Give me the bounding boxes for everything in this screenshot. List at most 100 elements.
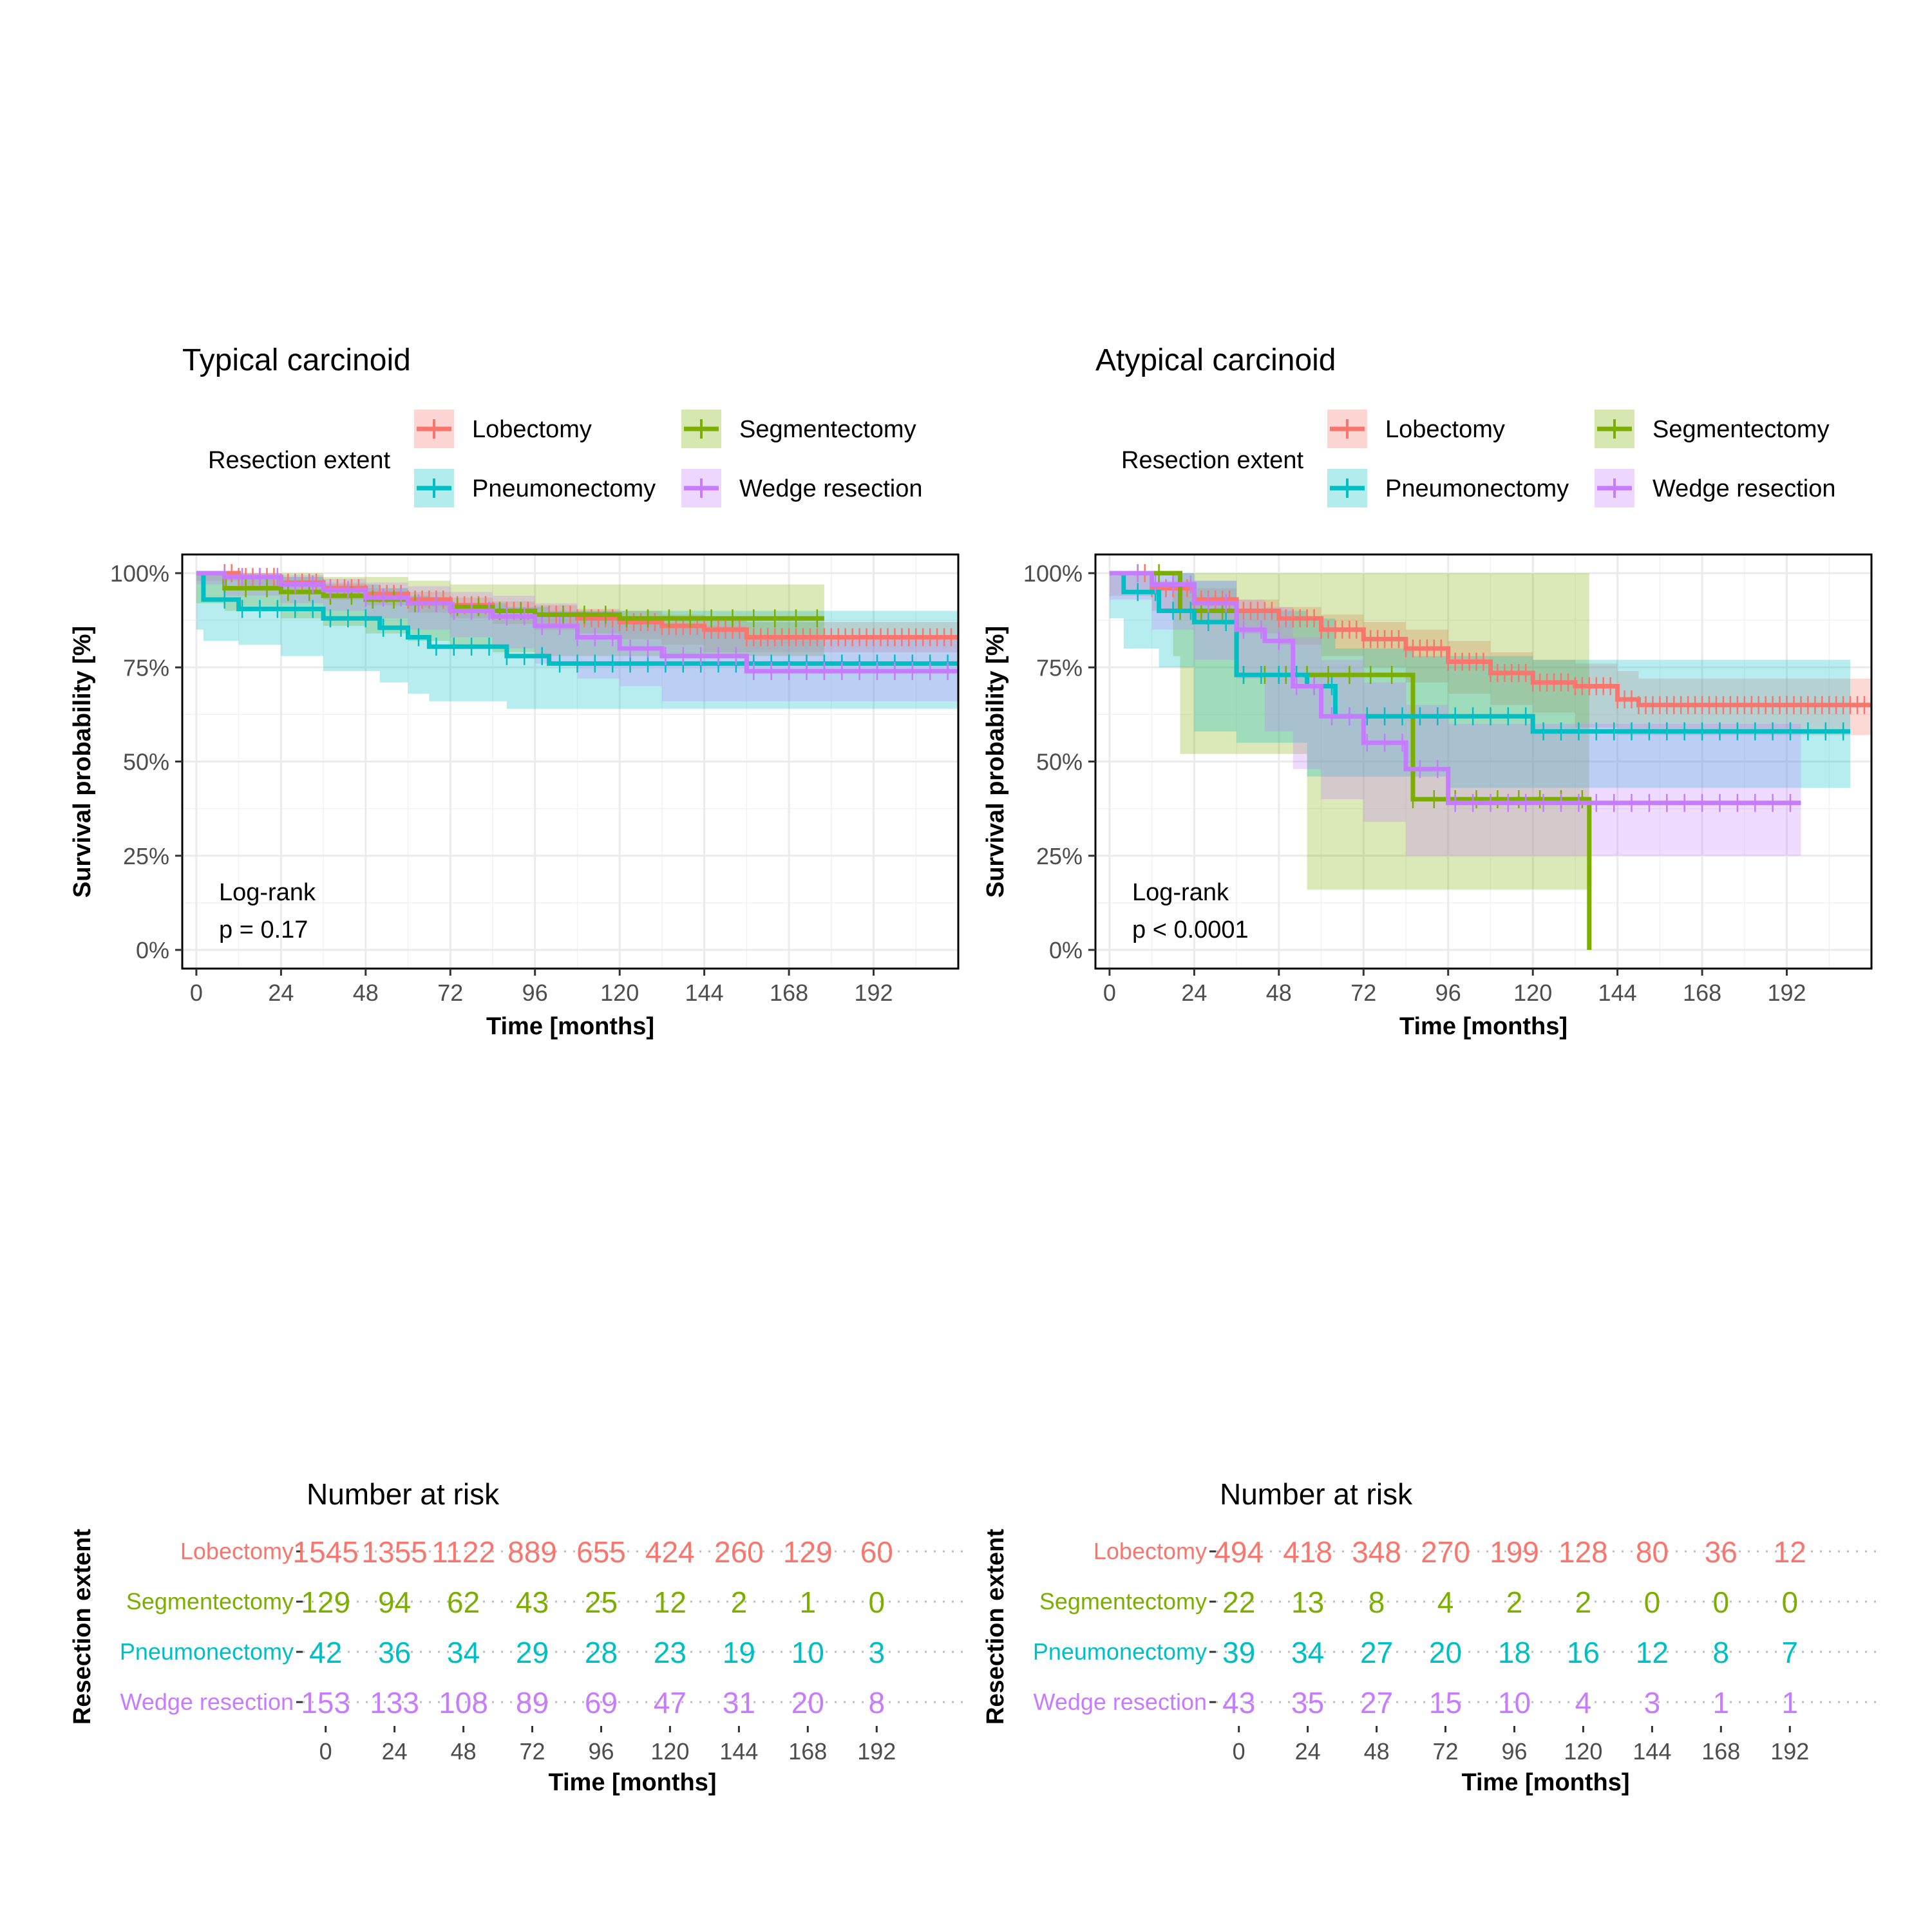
risk-value: 129 xyxy=(301,1586,350,1619)
risk-value: 8 xyxy=(1713,1636,1730,1669)
survival-line-wedge-resection xyxy=(1109,571,1801,806)
risk-value: 20 xyxy=(791,1686,824,1719)
risk-value: 7 xyxy=(1782,1636,1799,1669)
risk-value: 4 xyxy=(1575,1686,1592,1719)
risk-x-tick-label: 0 xyxy=(1233,1738,1245,1765)
x-tick-label: 0 xyxy=(190,980,203,1006)
legend: Resection extent Lobectomy Segmentectomy Pn… xyxy=(1121,410,1835,507)
risk-x-tick-label: 24 xyxy=(1295,1738,1321,1765)
risk-row-pneumonectomy: Pneumonectomy 39 34 27 20 18 16 12 8 7 xyxy=(1033,1636,1876,1669)
x-tick-label: 48 xyxy=(353,980,379,1006)
risk-value: 153 xyxy=(301,1686,350,1719)
legend-item-lobectomy: Lobectomy xyxy=(1327,410,1505,448)
legend-label-segmentectomy: Segmentectomy xyxy=(1653,416,1830,443)
censor-marks-lobectomy xyxy=(1137,564,1866,714)
risk-value: 0 xyxy=(1782,1586,1799,1619)
censor-marks-wedge-resection xyxy=(1137,564,1792,812)
plot-area xyxy=(1094,553,1873,970)
legend-item-pneumonectomy: Pneumonectomy xyxy=(1327,469,1569,507)
risk-row-label: Segmentectomy xyxy=(126,1588,294,1615)
risk-value: 19 xyxy=(723,1636,755,1669)
risk-y-axis-label: Resection extent xyxy=(69,1529,96,1725)
risk-x-tick-label: 72 xyxy=(1432,1738,1458,1765)
risk-value: 0 xyxy=(869,1586,886,1619)
risk-value: 1 xyxy=(800,1586,817,1619)
y-tick-label: 100% xyxy=(1023,560,1083,587)
risk-table-title: Number at risk xyxy=(307,1477,500,1511)
risk-x-tick-label: 72 xyxy=(519,1738,545,1765)
risk-value: 89 xyxy=(516,1686,549,1719)
logrank-pvalue: p = 0.17 xyxy=(219,916,308,943)
risk-x-tick-label: 24 xyxy=(382,1738,408,1765)
ci-band-pneumonectomy xyxy=(1109,573,1851,788)
legend-item-wedge-resection: Wedge resection xyxy=(1595,469,1835,507)
x-tick-label: 24 xyxy=(268,980,294,1006)
risk-value: 1545 xyxy=(293,1535,359,1569)
risk-value: 35 xyxy=(1291,1686,1324,1719)
legend-item-segmentectomy: Segmentectomy xyxy=(1595,410,1830,448)
risk-value: 80 xyxy=(1636,1535,1669,1569)
y-axis-label: Survival probability [%] xyxy=(69,626,96,898)
risk-value: 43 xyxy=(1222,1686,1255,1719)
risk-value: 348 xyxy=(1352,1535,1401,1569)
legend-label-wedge-resection: Wedge resection xyxy=(739,475,922,502)
gridlines xyxy=(1095,554,1871,969)
risk-value: 128 xyxy=(1558,1535,1608,1569)
risk-row-label: Segmentectomy xyxy=(1039,1588,1207,1615)
x-tick-label: 72 xyxy=(1350,980,1376,1006)
risk-value: 12 xyxy=(1774,1535,1806,1569)
x-tick-label: 168 xyxy=(770,980,808,1006)
legend-label-pneumonectomy: Pneumonectomy xyxy=(1385,475,1569,502)
risk-value: 36 xyxy=(378,1636,411,1669)
risk-value: 1122 xyxy=(431,1535,495,1569)
censor-marks-wedge-resection xyxy=(223,567,949,681)
risk-x-tick-label: 168 xyxy=(1701,1738,1740,1765)
risk-value: 43 xyxy=(516,1586,549,1619)
risk-value: 0 xyxy=(1644,1586,1661,1619)
risk-value: 18 xyxy=(1498,1636,1531,1669)
risk-value: 34 xyxy=(447,1636,480,1669)
risk-x-tick-label: 48 xyxy=(1364,1738,1390,1765)
legend-title: Resection extent xyxy=(1121,447,1303,474)
risk-value: 2 xyxy=(1506,1586,1523,1619)
survival-curves xyxy=(196,564,958,709)
risk-x-tick-label: 120 xyxy=(650,1738,689,1765)
risk-value: 22 xyxy=(1222,1586,1255,1619)
x-tick-label: 48 xyxy=(1266,980,1292,1006)
risk-value: 94 xyxy=(378,1586,411,1619)
risk-value: 129 xyxy=(783,1535,833,1569)
x-tick-label: 24 xyxy=(1181,980,1207,1006)
legend-label-wedge-resection: Wedge resection xyxy=(1653,475,1835,502)
legend-label-lobectomy: Lobectomy xyxy=(1385,416,1505,443)
risk-x-tick-label: 192 xyxy=(857,1738,896,1765)
risk-value: 424 xyxy=(645,1535,695,1569)
x-axis-label: Time [months] xyxy=(1399,1013,1567,1040)
x-tick-label: 120 xyxy=(600,980,639,1006)
axes: 0 24 48 72 96 120 144 168 192 0% 25% 50% 75% 100% Time… xyxy=(982,560,1806,1040)
y-tick-label: 25% xyxy=(1036,843,1083,869)
logrank-pvalue: p < 0.0001 xyxy=(1132,916,1249,943)
risk-value: 27 xyxy=(1360,1686,1393,1719)
risk-value: 10 xyxy=(1498,1686,1531,1719)
risk-x-axis-label: Time [months] xyxy=(548,1769,716,1796)
risk-value: 8 xyxy=(869,1686,886,1719)
x-tick-label: 96 xyxy=(1435,980,1461,1006)
risk-row-wedge-resection: Wedge resection 43 35 27 15 10 4 3 1 1 xyxy=(1034,1686,1876,1719)
risk-value: 494 xyxy=(1214,1535,1264,1569)
risk-value: 8 xyxy=(1368,1586,1385,1619)
plot-area xyxy=(181,553,960,970)
risk-value: 2 xyxy=(731,1586,748,1619)
risk-value: 199 xyxy=(1490,1535,1539,1569)
plot-title: Atypical carcinoid xyxy=(1095,343,1336,377)
risk-value: 2 xyxy=(1575,1586,1592,1619)
x-tick-label: 192 xyxy=(854,980,893,1006)
risk-x-tick-label: 144 xyxy=(719,1738,758,1765)
risk-value: 39 xyxy=(1222,1636,1255,1669)
risk-row-lobectomy: Lobectomy 494 418 348 270 199 128 80 36 12 xyxy=(1094,1535,1876,1569)
y-tick-label: 0% xyxy=(1049,937,1083,963)
risk-value: 29 xyxy=(516,1636,549,1669)
risk-value: 25 xyxy=(585,1586,618,1619)
